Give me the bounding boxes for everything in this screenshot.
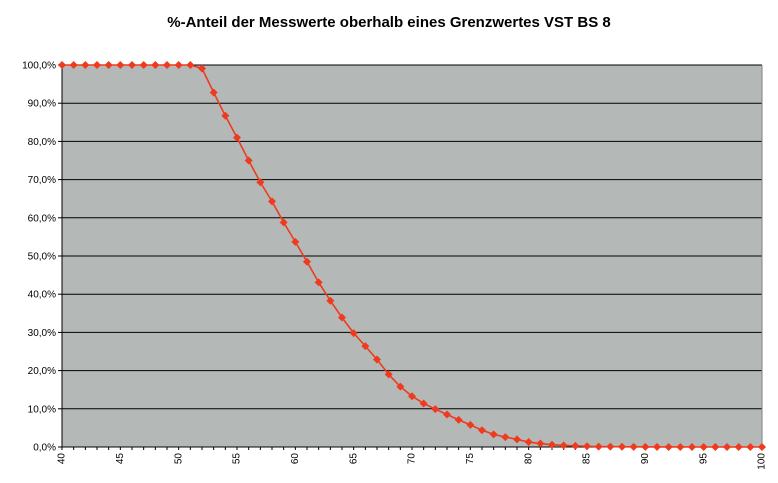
data-point-marker [501, 433, 510, 442]
data-point-marker [268, 197, 276, 206]
data-point-marker [163, 61, 171, 69]
data-point-marker [233, 133, 241, 142]
x-tick-label: 55 [232, 453, 243, 465]
data-point-marker [536, 439, 545, 448]
data-point-marker [513, 435, 521, 444]
data-point-marker [676, 442, 685, 451]
data-point-marker [524, 438, 533, 447]
data-point-marker [373, 355, 381, 364]
series [58, 61, 766, 451]
data-point-marker [559, 441, 568, 450]
data-point-marker [186, 61, 195, 69]
data-point-marker [548, 440, 556, 449]
y-tick-label: 40,0% [28, 290, 56, 301]
y-tick-label: 80,0% [28, 137, 56, 148]
data-point-marker [93, 61, 101, 69]
data-point-marker [734, 443, 743, 451]
data-point-marker [244, 156, 253, 165]
data-point-marker [606, 442, 615, 451]
x-tick-label: 65 [348, 453, 359, 465]
x-tick-label: 100 [757, 453, 768, 470]
data-point-marker [303, 257, 311, 266]
data-point-marker [151, 61, 160, 69]
data-point-marker [408, 392, 416, 401]
data-point-marker [746, 443, 755, 451]
data-point-marker [384, 370, 393, 379]
data-point-marker [104, 61, 113, 69]
data-point-marker [629, 442, 638, 451]
data-point-marker [466, 420, 475, 429]
data-point-marker [723, 443, 731, 451]
data-point-marker [396, 382, 405, 391]
data-point-marker [583, 442, 591, 451]
data-point-marker [58, 61, 66, 69]
x-tick-label: 85 [582, 453, 593, 465]
x-tick-label: 50 [173, 453, 184, 465]
data-point-marker [279, 218, 288, 227]
data-point-marker [489, 430, 498, 439]
data-point-marker [314, 278, 323, 287]
data-point-marker [454, 415, 463, 424]
y-tick-label: 0,0% [33, 443, 56, 454]
data-point-marker [571, 441, 580, 450]
data-point-marker [664, 442, 673, 451]
data-point-marker [116, 61, 125, 69]
data-point-marker [128, 61, 136, 69]
data-point-marker [443, 410, 451, 419]
x-tick-label: 40 [57, 453, 68, 465]
data-point-marker [338, 313, 346, 322]
data-point-marker [256, 178, 265, 187]
y-tick-label: 20,0% [28, 366, 56, 377]
x-tick-labels: 40 45 50 55 60 65 70 75 80 85 90 95 100 [57, 447, 768, 470]
data-point-marker [69, 61, 78, 69]
y-tick-labels: 0,0% 10,0% 20,0% 30,0% 40,0% 50,0% 60,0% 70,0% 8… [22, 61, 62, 454]
y-tick-label: 70,0% [28, 175, 56, 186]
data-point-marker [688, 443, 696, 451]
data-point-marker [198, 64, 206, 73]
x-tick-label: 75 [465, 453, 476, 465]
data-point-marker [641, 442, 650, 451]
x-tick-label: 80 [523, 453, 534, 465]
x-tick-label: 90 [640, 453, 651, 465]
x-tick-label: 60 [290, 453, 301, 465]
data-point-marker [431, 405, 440, 414]
x-tick-label: 95 [698, 453, 709, 465]
data-point-marker [711, 443, 720, 451]
data-point-marker [653, 442, 661, 451]
x-tick-label: 45 [115, 453, 126, 465]
data-point-marker [618, 442, 626, 451]
data-point-marker [326, 296, 335, 305]
data-point-marker [221, 111, 230, 120]
y-tick-label: 60,0% [28, 213, 56, 224]
data-point-marker [139, 61, 148, 69]
y-tick-label: 90,0% [28, 99, 56, 110]
data-point-marker [361, 342, 370, 351]
data-point-marker [174, 61, 183, 69]
chart-title: %-Anteil der Messwerte oberhalb eines Gr… [167, 14, 611, 31]
data-point-marker [699, 443, 708, 451]
y-tick-label: 10,0% [28, 404, 56, 415]
data-point-marker [291, 237, 300, 246]
y-tick-label: 100,0% [22, 61, 56, 72]
data-point-marker [349, 329, 358, 338]
data-point-marker [478, 426, 486, 435]
y-tick-label: 50,0% [28, 252, 56, 263]
y-tick-label: 30,0% [28, 328, 56, 339]
data-point-marker [81, 61, 90, 69]
data-point-marker [209, 88, 218, 97]
data-point-marker [419, 399, 428, 408]
x-tick-label: 70 [407, 453, 418, 465]
data-point-marker [758, 443, 766, 451]
data-point-marker [594, 442, 603, 451]
